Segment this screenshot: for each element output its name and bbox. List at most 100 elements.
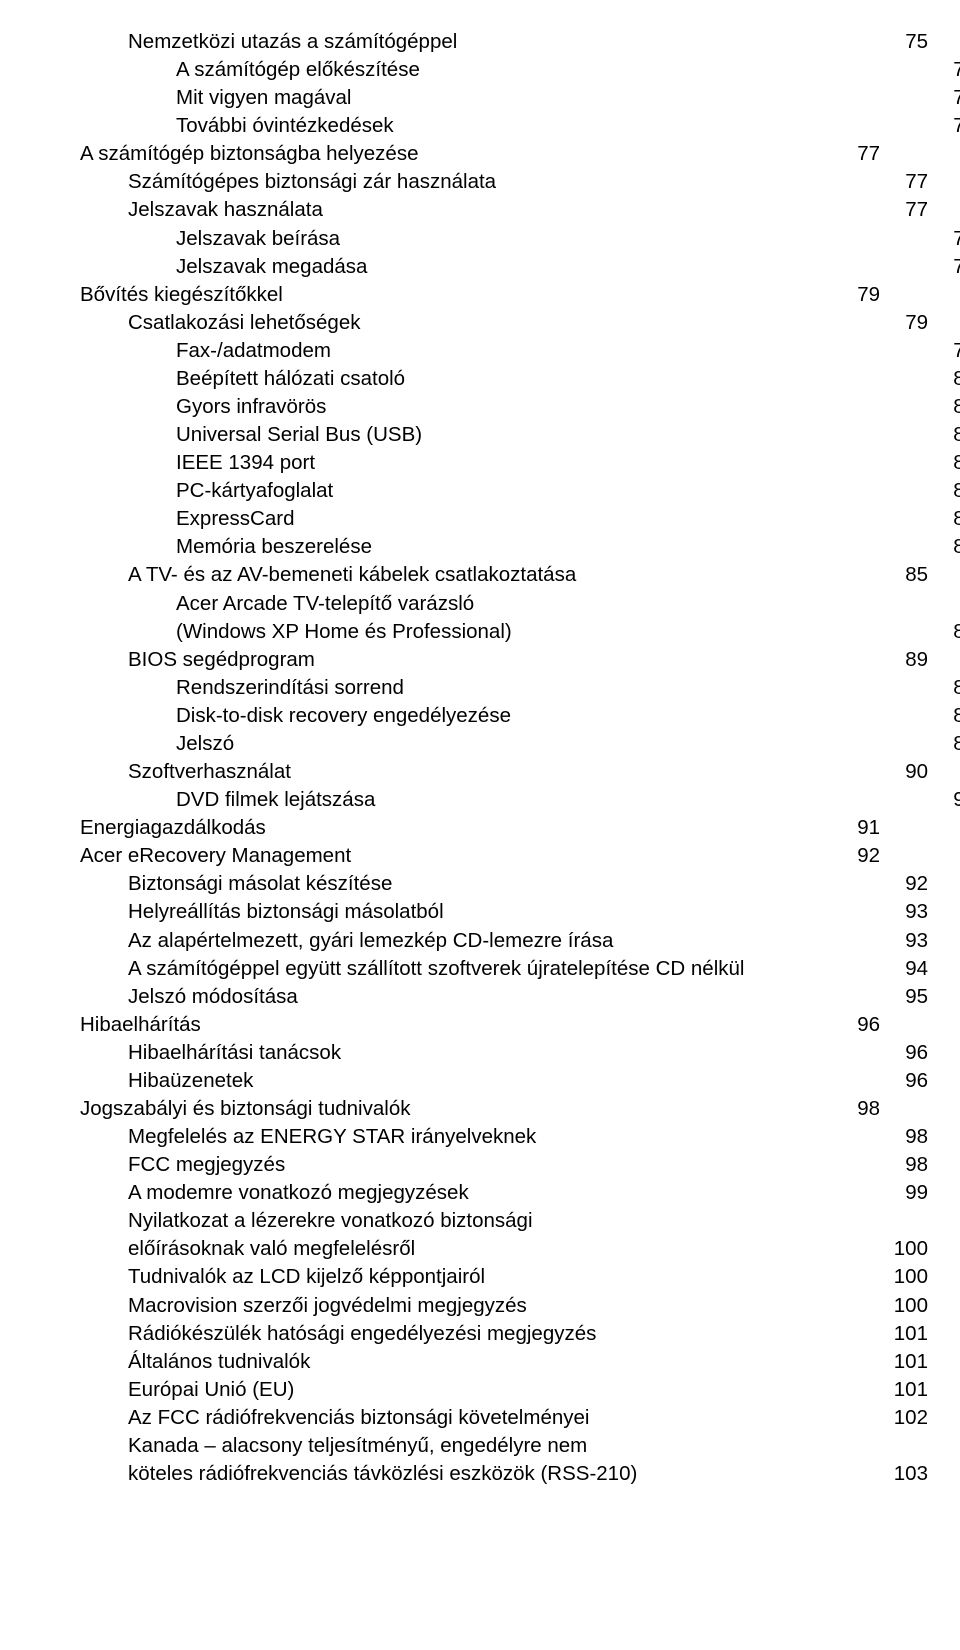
toc-entry-label: Macrovision szerzői jogvédelmi megjegyzé…: [128, 1292, 527, 1320]
toc-entry: Energiagazdálkodás91: [80, 814, 880, 842]
toc-entry-label: Az alapértelmezett, gyári lemezkép CD-le…: [128, 927, 613, 955]
toc-entry-page: 98: [872, 1123, 928, 1151]
toc-entry-page: 93: [872, 927, 928, 955]
toc-entry: Csatlakozási lehetőségek 79: [80, 309, 928, 337]
toc-entry: A modemre vonatkozó megjegyzések99: [80, 1179, 928, 1207]
toc-entry-label: köteles rádiófrekvenciás távközlési eszk…: [128, 1460, 637, 1488]
toc-entry-label: Acer Arcade TV-telepítő varázsló: [176, 590, 474, 618]
toc-entry: Európai Unió (EU) 101: [80, 1376, 928, 1404]
toc-entry: Biztonsági másolat készítése 92: [80, 870, 928, 898]
toc-entry: Disk-to-disk recovery engedélyezése 89: [80, 702, 960, 730]
toc-entry-label: Disk-to-disk recovery engedélyezése: [176, 702, 511, 730]
toc-entry-page: 92: [872, 870, 928, 898]
toc-entry-page: 81: [920, 421, 960, 449]
toc-entry-label: Hibaelhárítási tanácsok: [128, 1039, 341, 1067]
toc-entry-page: 101: [872, 1320, 928, 1348]
toc-entry-label: Kanada – alacsony teljesítményű, engedél…: [128, 1432, 587, 1460]
toc-entry-label: Csatlakozási lehetőségek: [128, 309, 360, 337]
toc-entry-page: 90: [920, 786, 960, 814]
toc-entry: Acer eRecovery Management 92: [80, 842, 880, 870]
toc-entry-label: Jelszó módosítása: [128, 983, 298, 1011]
toc-entry: Universal Serial Bus (USB)81: [80, 421, 960, 449]
toc-entry-page: 89: [920, 674, 960, 702]
toc-entry-page: 89: [920, 730, 960, 758]
toc-entry-label: Jelszavak használata: [128, 196, 323, 224]
toc-entry: A számítógéppel együtt szállított szoftv…: [80, 955, 928, 983]
toc-entry-label: Biztonsági másolat készítése: [128, 870, 392, 898]
toc-entry-page: 100: [872, 1292, 928, 1320]
toc-entry-label: Rendszerindítási sorrend: [176, 674, 404, 702]
toc-entry-page: 89: [920, 702, 960, 730]
toc-entry-page: 98: [824, 1095, 880, 1123]
toc-entry-label: Tudnivalók az LCD kijelző képpontjairól: [128, 1263, 485, 1291]
toc-entry: Az FCC rádiófrekvenciás biztonsági követ…: [80, 1404, 928, 1432]
toc-entry-page: 92: [824, 842, 880, 870]
toc-entry: ExpressCard83: [80, 505, 960, 533]
toc-entry-label: Az FCC rádiófrekvenciás biztonsági követ…: [128, 1404, 589, 1432]
toc-entry-page: 100: [872, 1263, 928, 1291]
toc-entry-label: (Windows XP Home és Professional): [176, 618, 512, 646]
toc-entry-page: 101: [872, 1348, 928, 1376]
toc-entry-label: A számítógép biztonságba helyezése: [80, 140, 418, 168]
toc-entry-page: 82: [920, 477, 960, 505]
toc-entry-page: 79: [824, 281, 880, 309]
toc-entry-label: PC-kártyafoglalat: [176, 477, 333, 505]
toc-entry-label: Bővítés kiegészítőkkel: [80, 281, 283, 309]
toc-entry-page: 75: [872, 28, 928, 56]
toc-entry-label: Szoftverhasználat: [128, 758, 291, 786]
toc-entry-page: 93: [872, 898, 928, 926]
toc-entry-label: Európai Unió (EU): [128, 1376, 294, 1404]
toc-entry: Jelszavak beírása78: [80, 225, 960, 253]
toc-entry: előírásoknak való megfelelésről100: [80, 1235, 928, 1263]
toc-entry-page: 77: [872, 168, 928, 196]
toc-entry: Tudnivalók az LCD kijelző képpontjairól 1…: [80, 1263, 928, 1291]
toc-entry-page: 96: [872, 1067, 928, 1095]
toc-entry: Memória beszerelése84: [80, 533, 960, 561]
toc-entry: IEEE 1394 port 81: [80, 449, 960, 477]
toc-entry-page: 77: [824, 140, 880, 168]
toc-entry: A TV- és az AV-bemeneti kábelek csatlako…: [80, 561, 928, 589]
toc-entry-page: 88: [920, 618, 960, 646]
toc-entry-page: 85: [872, 561, 928, 589]
toc-entry: A számítógép biztonságba helyezése 77: [80, 140, 880, 168]
toc-entry-page: 80: [920, 393, 960, 421]
toc-entry: DVD filmek lejátszása 90: [80, 786, 960, 814]
toc-page: Nemzetközi utazás a számítógéppel75A szá…: [0, 0, 960, 1528]
toc-entry-page: 94: [872, 955, 928, 983]
toc-entry-label: Jelszavak megadása: [176, 253, 367, 281]
toc-entry: Macrovision szerzői jogvédelmi megjegyzé…: [80, 1292, 928, 1320]
toc-entry: Jelszavak használata77: [80, 196, 928, 224]
toc-entry: Jelszó módosítása95: [80, 983, 928, 1011]
toc-entry-label: Acer eRecovery Management: [80, 842, 351, 870]
toc-entry: Gyors infravörös80: [80, 393, 960, 421]
toc-entry: Hibaelhárítási tanácsok 96: [80, 1039, 928, 1067]
toc-entry-label: IEEE 1394 port: [176, 449, 315, 477]
toc-entry: Megfelelés az ENERGY STAR irányelveknek9…: [80, 1123, 928, 1151]
toc-entry: Helyreállítás biztonsági másolatból93: [80, 898, 928, 926]
toc-entry-page: 96: [872, 1039, 928, 1067]
toc-entry-label: ExpressCard: [176, 505, 295, 533]
toc-entry-page: 98: [872, 1151, 928, 1179]
toc-entry: PC-kártyafoglalat 82: [80, 477, 960, 505]
toc-entry: Mit vigyen magával76: [80, 84, 960, 112]
toc-entry-page: 96: [824, 1011, 880, 1039]
toc-entry-page: 81: [920, 449, 960, 477]
toc-entry: Szoftverhasználat90: [80, 758, 928, 786]
toc-entry: Általános tudnivalók101: [80, 1348, 928, 1376]
toc-entry-label: Fax-/adatmodem: [176, 337, 331, 365]
toc-entry: Fax-/adatmodem79: [80, 337, 960, 365]
toc-entry-label: Mit vigyen magával: [176, 84, 351, 112]
toc-entry-page: 76: [920, 112, 960, 140]
toc-entry: További óvintézkedések 76: [80, 112, 960, 140]
toc-entry-page: 80: [920, 365, 960, 393]
toc-entry-label: FCC megjegyzés: [128, 1151, 285, 1179]
toc-entry: Acer Arcade TV-telepítő varázsló: [80, 590, 960, 618]
toc-entry: Az alapértelmezett, gyári lemezkép CD-le…: [80, 927, 928, 955]
toc-entry-page: 79: [872, 309, 928, 337]
toc-entry-page: 101: [872, 1376, 928, 1404]
toc-entry-page: 84: [920, 533, 960, 561]
toc-entry: (Windows XP Home és Professional) 88: [80, 618, 960, 646]
toc-entry-label: DVD filmek lejátszása: [176, 786, 375, 814]
toc-entry-label: További óvintézkedések: [176, 112, 394, 140]
toc-entry-label: Jelszavak beírása: [176, 225, 340, 253]
